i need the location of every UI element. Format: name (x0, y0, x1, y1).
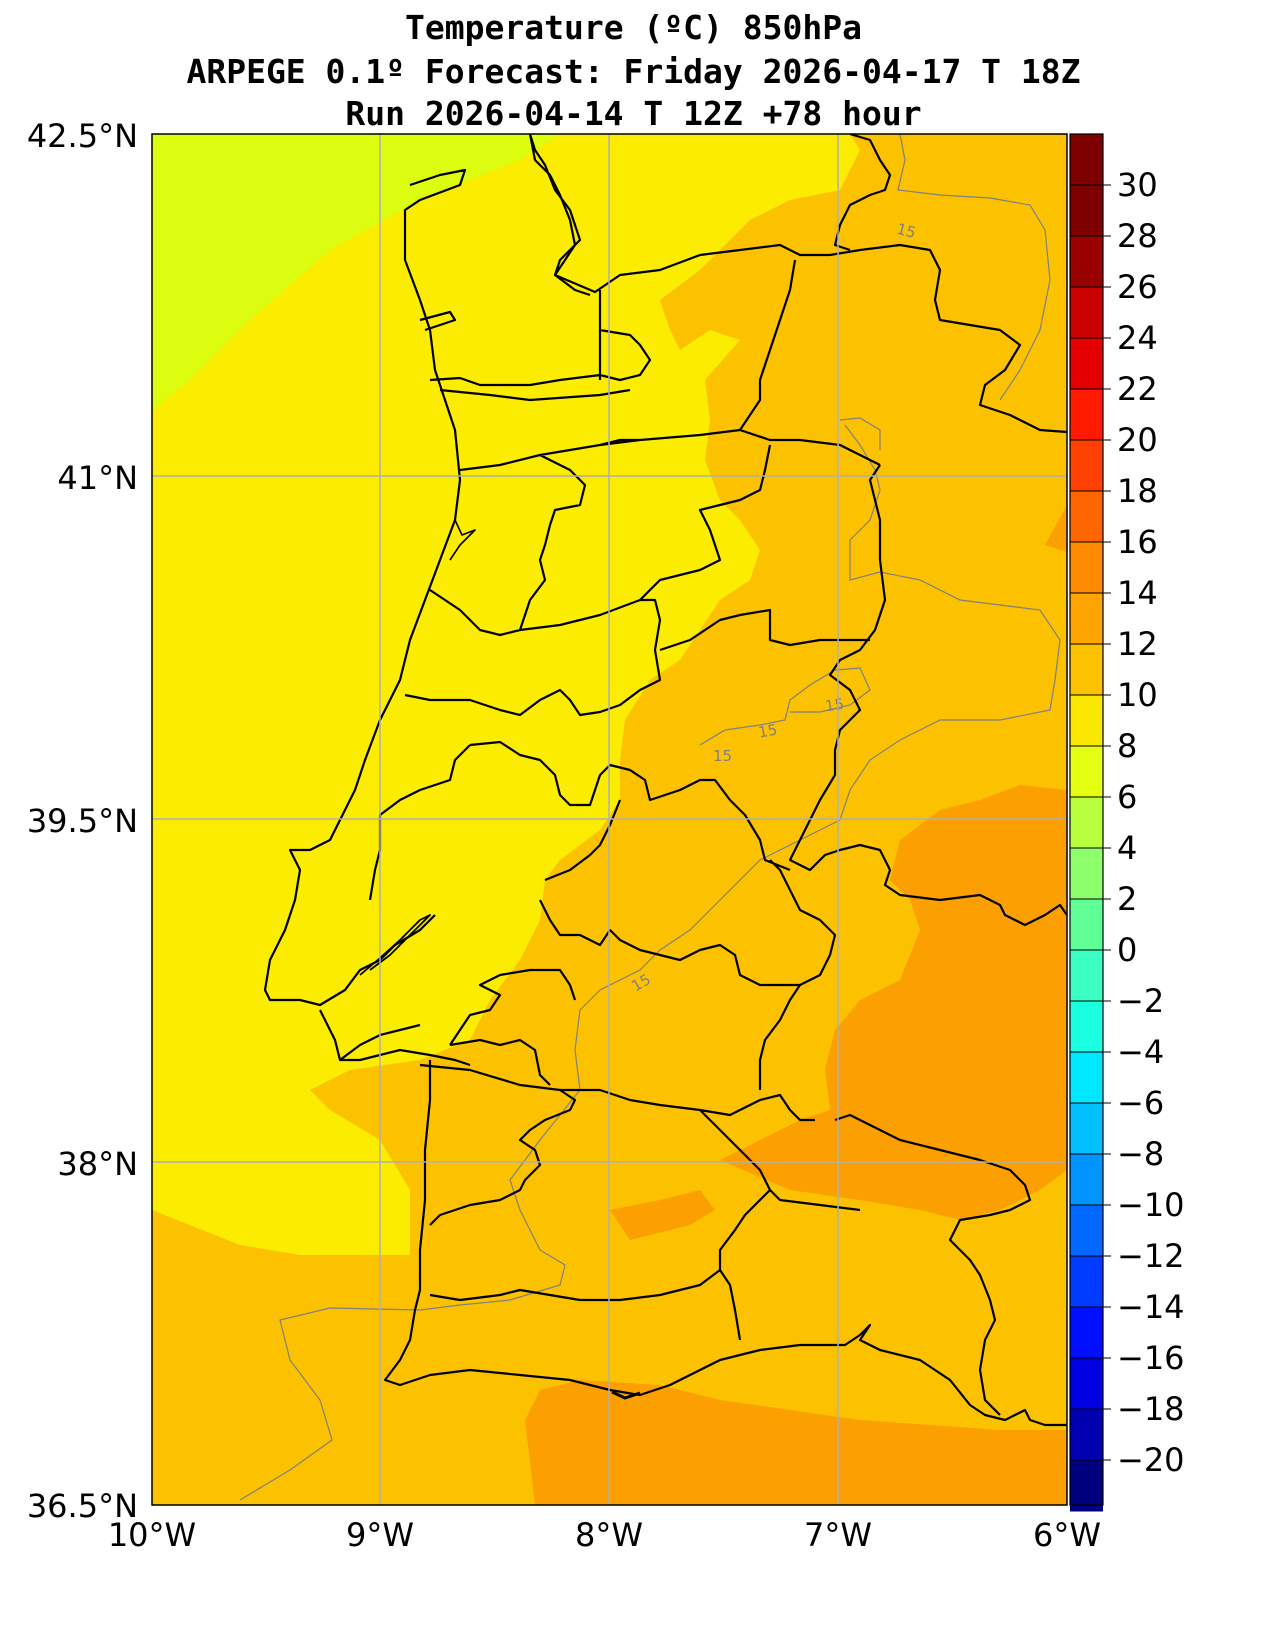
coastline (263, 134, 1067, 1427)
contour-15-east (239, 424, 1061, 1501)
lon-tick-label: 7°W (804, 1516, 872, 1554)
colorbar-label: 26 (1117, 268, 1158, 306)
colorbar-segment (1070, 286, 1103, 339)
colorbar-label: 24 (1117, 319, 1158, 357)
contour-label: 15 (824, 695, 845, 715)
colorbar-segment (1070, 439, 1103, 492)
colorbar-segment (1070, 796, 1103, 849)
colorbar-label: 4 (1117, 829, 1137, 867)
colorbar-label: −16 (1117, 1339, 1185, 1377)
colorbar-label: 2 (1117, 880, 1137, 918)
contour-lines (239, 134, 1061, 1501)
contour-15-top (839, 417, 881, 450)
lat-tick-label: 39.5°N (27, 802, 138, 840)
colorbar-segment (1070, 184, 1103, 237)
colorbar-segment (1070, 388, 1103, 441)
colorbar-label: 10 (1117, 676, 1158, 714)
colorbar-segment (1070, 1204, 1103, 1257)
colorbar-label: 12 (1117, 625, 1158, 663)
lon-tick-label: 8°W (575, 1516, 643, 1554)
colorbar-segment (1070, 337, 1103, 390)
colorbar-label: 8 (1117, 727, 1137, 765)
colorbar-segment (1070, 1408, 1103, 1461)
colorbar-segment (1070, 1255, 1103, 1308)
colorbar-segment (1070, 847, 1103, 900)
lon-tick-label: 10°W (108, 1516, 196, 1554)
colorbar-label: 16 (1117, 523, 1158, 561)
colorbar-segment (1070, 1153, 1103, 1206)
contour-label: 15 (895, 220, 918, 242)
colorbar-segment (1070, 490, 1103, 543)
colorbar-segment (1070, 1000, 1103, 1053)
band-16-18-south (525, 1380, 1067, 1505)
contour-15-mid (699, 667, 871, 746)
colorbar-segment (1070, 745, 1103, 798)
colorbar-label: −2 (1117, 982, 1164, 1020)
contour-15-ne (897, 134, 1051, 401)
map-title-line-1: Temperature (ºC) 850hPa (405, 8, 862, 47)
gridlines (152, 134, 1067, 1505)
map-title-line-2: ARPEGE 0.1º Forecast: Friday 2026-04-17 … (186, 52, 1081, 91)
colorbar-segment (1070, 592, 1103, 645)
border-north (528, 134, 1067, 434)
band-16-18-mid (610, 1190, 715, 1240)
colorbar-label: −6 (1117, 1084, 1164, 1122)
colorbar-segment (1070, 1357, 1103, 1410)
lon-tick-label: 6°W (1033, 1516, 1101, 1554)
colorbar-label: 0 (1117, 931, 1137, 969)
colorbar-label: −18 (1117, 1390, 1185, 1428)
lat-axis-labels: 42.5°N 41°N 39.5°N 38°N 36.5°N (27, 117, 138, 1525)
colorbar-label: −8 (1117, 1135, 1164, 1173)
border-east-south (834, 1113, 1032, 1416)
colorbar-segment (1070, 694, 1103, 747)
colorbar-label: 30 (1117, 166, 1158, 204)
map-frame (151, 133, 1068, 1506)
lon-axis-labels: 10°W 9°W 8°W 7°W 6°W (108, 1516, 1101, 1554)
colorbar-label: 28 (1117, 217, 1158, 255)
band-16-18-east-small (1045, 505, 1067, 552)
colorbar-label: −20 (1117, 1441, 1185, 1479)
colorbar-segment (1070, 1306, 1103, 1359)
lat-tick-label: 42.5°N (27, 117, 138, 155)
estuary-aveiro (449, 519, 476, 561)
colorbar-segment (1070, 1459, 1103, 1512)
band-10-12-west (152, 134, 560, 410)
band-16-18-east (720, 785, 1067, 1220)
lat-tick-label: 38°N (57, 1145, 138, 1183)
colorbar-segment (1070, 235, 1103, 288)
colorbar-label: 20 (1117, 421, 1158, 459)
lat-tick-label: 36.5°N (27, 1487, 138, 1525)
colorbar-label: −4 (1117, 1033, 1164, 1071)
colorbar-segment (1070, 1102, 1103, 1155)
contour-label: 15 (713, 747, 732, 765)
contour-label: 15 (757, 721, 779, 742)
lagoon-faro (611, 1390, 641, 1400)
colorbar-segment (1070, 1051, 1103, 1104)
colorbar-label: 22 (1117, 370, 1158, 408)
temperature-colorbar: 302826242220181614121086420−2−4−6−8−10−1… (1069, 133, 1185, 1512)
colorbar-segment (1070, 541, 1103, 594)
border-east (788, 464, 1067, 927)
colorbar-label: 14 (1117, 574, 1158, 612)
lon-tick-label: 9°W (346, 1516, 414, 1554)
colorbar-frame (1069, 133, 1104, 1506)
colorbar-label: 6 (1117, 778, 1137, 816)
colorbar-segment (1070, 949, 1103, 1002)
colorbar-segment (1070, 898, 1103, 951)
colorbar-label: −10 (1117, 1186, 1185, 1224)
lat-tick-label: 41°N (57, 459, 138, 497)
colorbar-label: −12 (1117, 1237, 1185, 1275)
map-title-line-3: Run 2026-04-14 T 12Z +78 hour (345, 94, 922, 133)
colorbar-label: 18 (1117, 472, 1158, 510)
estuary-tejo (359, 914, 431, 976)
colorbar-label: −14 (1117, 1288, 1185, 1326)
colorbar-segment (1070, 133, 1103, 186)
colorbar-segment (1070, 643, 1103, 696)
